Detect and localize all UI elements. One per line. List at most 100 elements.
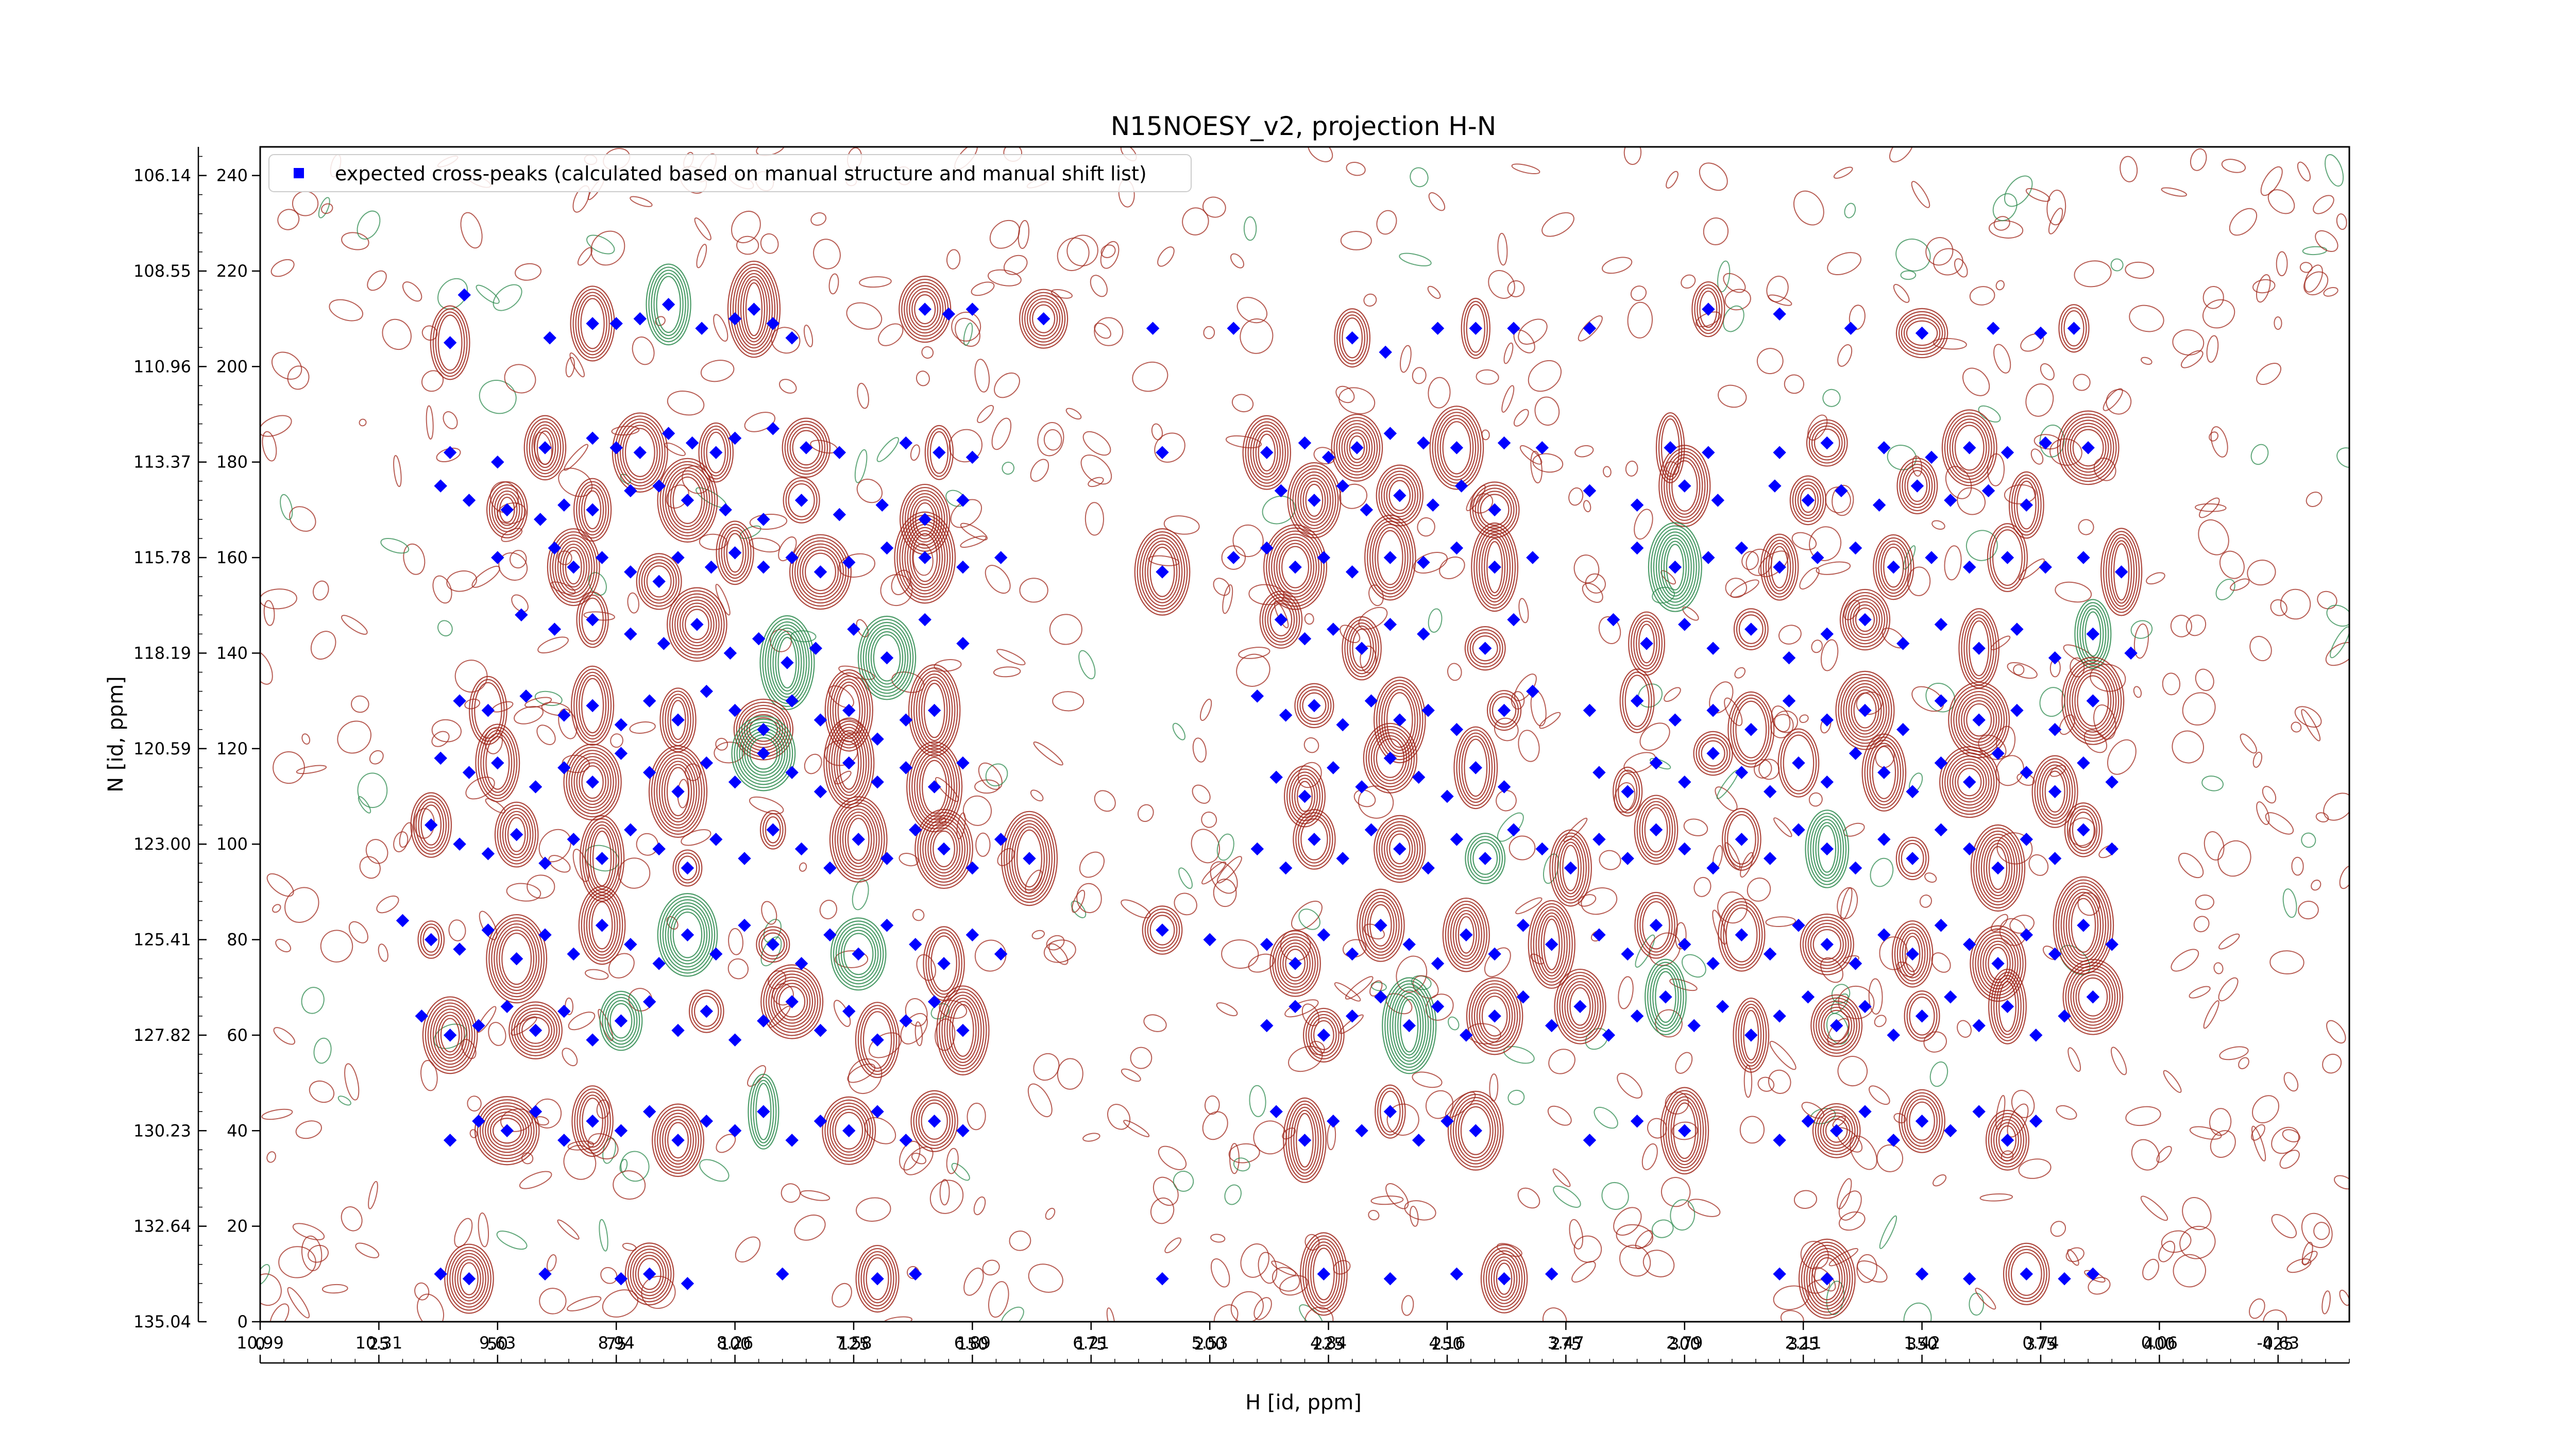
contour-noise [1532,453,1564,473]
contour-peak [1297,474,1331,526]
contour-noise [1837,344,1853,367]
contour-noise [1107,1104,1131,1130]
contour-noise [1993,216,2010,231]
contour-peak [488,484,526,535]
contour-noise [2074,260,2112,288]
contour-noise [1191,829,1220,864]
contour-peak [657,458,718,543]
contour-peak [909,288,941,331]
contour-peak [1816,1000,1858,1051]
contour-noise [1753,759,1772,779]
contour-noise [584,969,609,980]
contour-peak [787,424,826,472]
x-tick-label: 100 [719,1334,751,1354]
contour-peak [862,1011,892,1069]
contour-peak [1442,897,1490,972]
contour-peak [829,675,868,746]
contour-noise [469,1129,478,1138]
y2-tick-label: 132.64 [133,1217,191,1236]
contour-noise [876,437,899,462]
contour-noise [2297,161,2311,182]
contour-noise [1082,1133,1100,1142]
contour-noise [1870,857,1894,887]
contour-peak [723,530,747,576]
contour-peak [1901,843,1924,874]
contour-noise [832,1283,852,1308]
contour-noise [1253,1297,1272,1320]
contour-peak [905,490,945,549]
contour-noise [2018,1158,2052,1179]
contour-noise [357,210,381,240]
contour-peak [1738,614,1764,644]
x2-tick-label: 10.31 [355,1333,403,1353]
contour-noise [1893,284,1910,303]
contour-peak [685,609,709,641]
contour-noise [1334,982,1361,1002]
contour-noise [2252,751,2263,768]
contour-peak [1484,538,1506,597]
contour-peak [1855,607,1875,632]
contour-peak [832,799,885,880]
contour-peak [2055,879,2112,971]
contour-peak [768,973,816,1030]
contour-peak [2061,656,2125,745]
contour-peak [1022,292,1066,346]
contour-noise [763,919,782,943]
cross-peak-marker [1327,1115,1340,1128]
contour-noise [359,856,381,879]
contour-peak [1456,729,1496,806]
contour-noise [1837,1178,1852,1210]
contour-noise [1236,297,1267,324]
contour-noise [1682,606,1699,621]
contour-peak [924,425,954,480]
contour-peak [1642,901,1670,950]
contour-noise [1903,1302,1932,1322]
contour-peak [1633,617,1660,670]
contour-peak [1554,835,1587,901]
contour-noise [2201,776,2224,791]
contour-noise [1066,234,1098,266]
contour-peak [1460,1106,1491,1155]
contour-noise [1712,909,1727,945]
contour-peak [1496,1262,1513,1295]
contour-peak [1823,1009,1850,1042]
contour-peak [1873,534,1914,600]
contour-peak [576,759,609,805]
contour-noise [260,650,273,685]
contour-peak [529,421,562,475]
contour-noise [376,895,399,914]
contour-noise [496,1231,528,1250]
contour-peak [435,1012,465,1059]
cross-peak-marker [443,336,457,349]
contour-noise [2107,739,2137,775]
contour-peak [916,1096,953,1146]
contour-noise [1799,714,1809,723]
contour-peak [415,798,447,852]
contour-peak [521,1017,550,1044]
contour-noise [1386,1103,1419,1136]
contour-noise [271,351,302,380]
contour-noise [2202,299,2235,329]
contour-noise [1065,408,1082,420]
contour-peak [1308,1241,1340,1307]
contour-peak [460,1262,479,1295]
contour-peak [1342,616,1382,681]
contour-peak [622,425,658,480]
contour-noise [715,737,728,751]
contour-noise [1410,167,1429,188]
contour-peak [1736,611,1766,647]
contour-noise [2163,1070,2182,1093]
contour-peak [1247,421,1286,484]
contour-peak [2066,805,2100,854]
contour-noise [1911,181,1930,208]
contour-peak [1357,888,1405,962]
contour-peak [1970,824,2026,912]
contour-peak [1300,477,1329,523]
contour-peak [1844,595,1886,645]
contour-noise [627,592,639,614]
contour-peak [1450,1093,1501,1168]
contour-noise [1488,270,1515,299]
contour-peak [2042,767,2068,816]
contour-peak [1383,474,1416,517]
contour-peak [2053,876,2114,974]
